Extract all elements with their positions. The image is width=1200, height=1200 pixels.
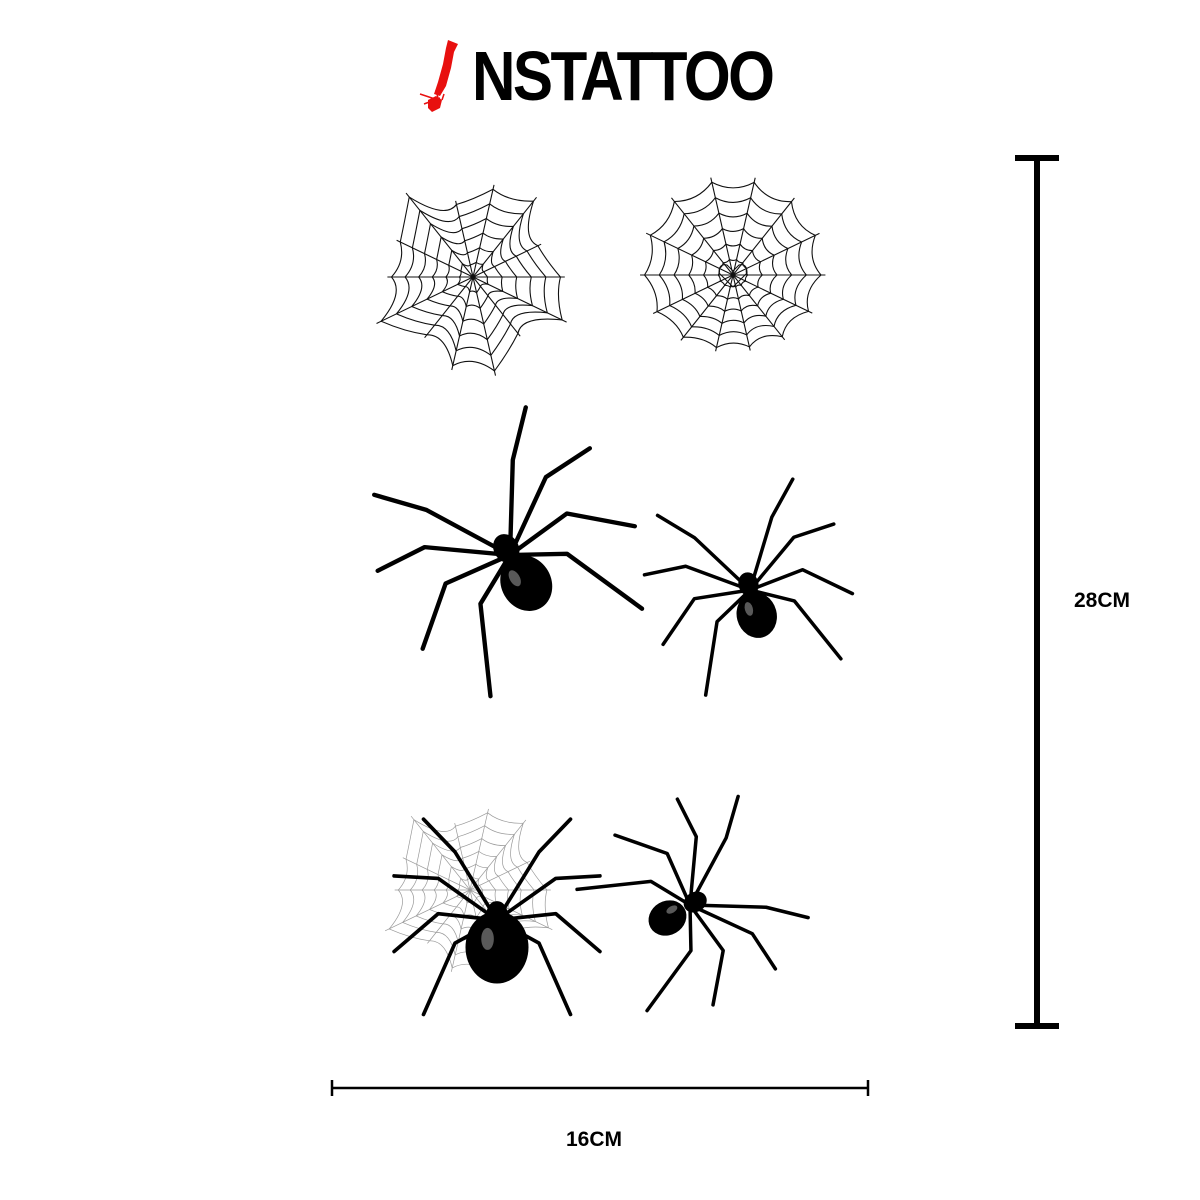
height-dimension-line [1015,155,1059,1029]
height-label: 28CM [1074,589,1131,612]
black-widow-spider [642,477,855,697]
brand-logo: NSTATTOO [418,38,821,114]
tribal-spider [372,405,645,699]
crawling-spider [575,794,810,1013]
round-spiderweb [376,184,567,376]
designs-group [372,177,855,1017]
spider-on-web [392,817,602,1017]
logo-splash-icon [419,40,458,112]
brand-name: NSTATTOO [472,37,775,115]
width-dimension-line [330,1080,870,1096]
heart-spiderweb [640,177,826,352]
width-label: 16CM [566,1128,623,1151]
